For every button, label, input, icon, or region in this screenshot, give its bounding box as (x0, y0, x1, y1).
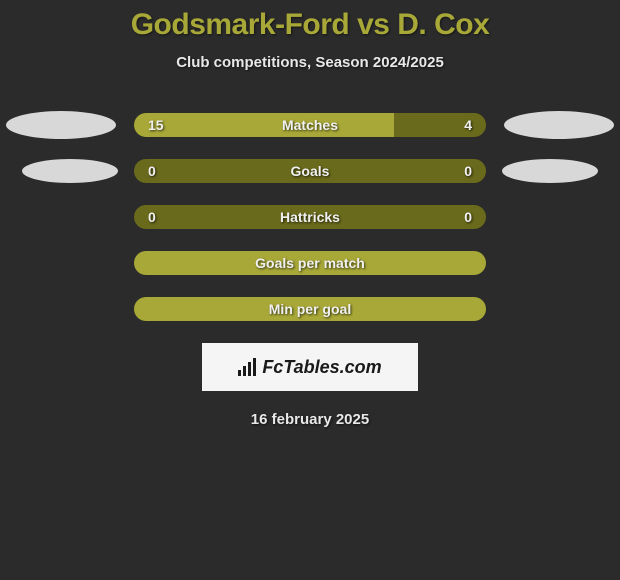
stat-bar: Goals per match (134, 251, 486, 275)
ellipse-icon (502, 159, 598, 183)
stat-row: 00Goals (0, 159, 620, 183)
stat-bar: 154Matches (134, 113, 486, 137)
stat-rows: 154Matches 00Goals 00Hattricks Goals per ma… (0, 113, 620, 321)
bar-label: Matches (134, 113, 486, 137)
stat-bar: Min per goal (134, 297, 486, 321)
bar-label: Goals (134, 159, 486, 183)
stat-row: Goals per match (0, 251, 620, 275)
stat-bar: 00Goals (134, 159, 486, 183)
bar-chart-icon (238, 358, 256, 376)
bar-label: Hattricks (134, 205, 486, 229)
stat-bar: 00Hattricks (134, 205, 486, 229)
logo-box: FcTables.com (202, 343, 418, 391)
ellipse-icon (6, 111, 116, 139)
subtitle: Club competitions, Season 2024/2025 (0, 54, 620, 71)
ellipse-icon (504, 111, 614, 139)
stat-row: 00Hattricks (0, 205, 620, 229)
chart-container: Godsmark-Ford vs D. Cox Club competition… (0, 0, 620, 428)
page-title: Godsmark-Ford vs D. Cox (0, 8, 620, 42)
date-label: 16 february 2025 (0, 411, 620, 428)
stat-row: Min per goal (0, 297, 620, 321)
stat-row: 154Matches (0, 113, 620, 137)
ellipse-icon (22, 159, 118, 183)
logo-text: FcTables.com (262, 357, 381, 378)
